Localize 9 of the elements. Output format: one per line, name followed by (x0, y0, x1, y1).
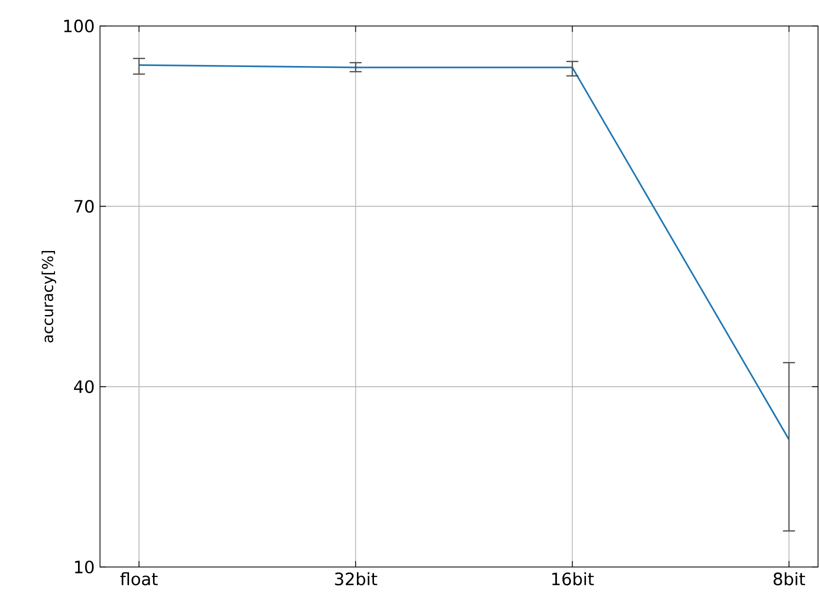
x-tick-label: 8bit (774, 572, 806, 586)
y-tick-label: 100 (64, 20, 94, 32)
y-tick-label: 40 (74, 380, 94, 394)
y-tick-label: 70 (74, 200, 94, 213)
x-tick-label: float (120, 572, 158, 586)
x-tick-label: 32bit (335, 572, 378, 586)
y-tick-label: 10 (75, 560, 94, 574)
y-axis-title: accuracy[%] (42, 250, 56, 342)
x-tick-label: 16bit (552, 572, 594, 586)
